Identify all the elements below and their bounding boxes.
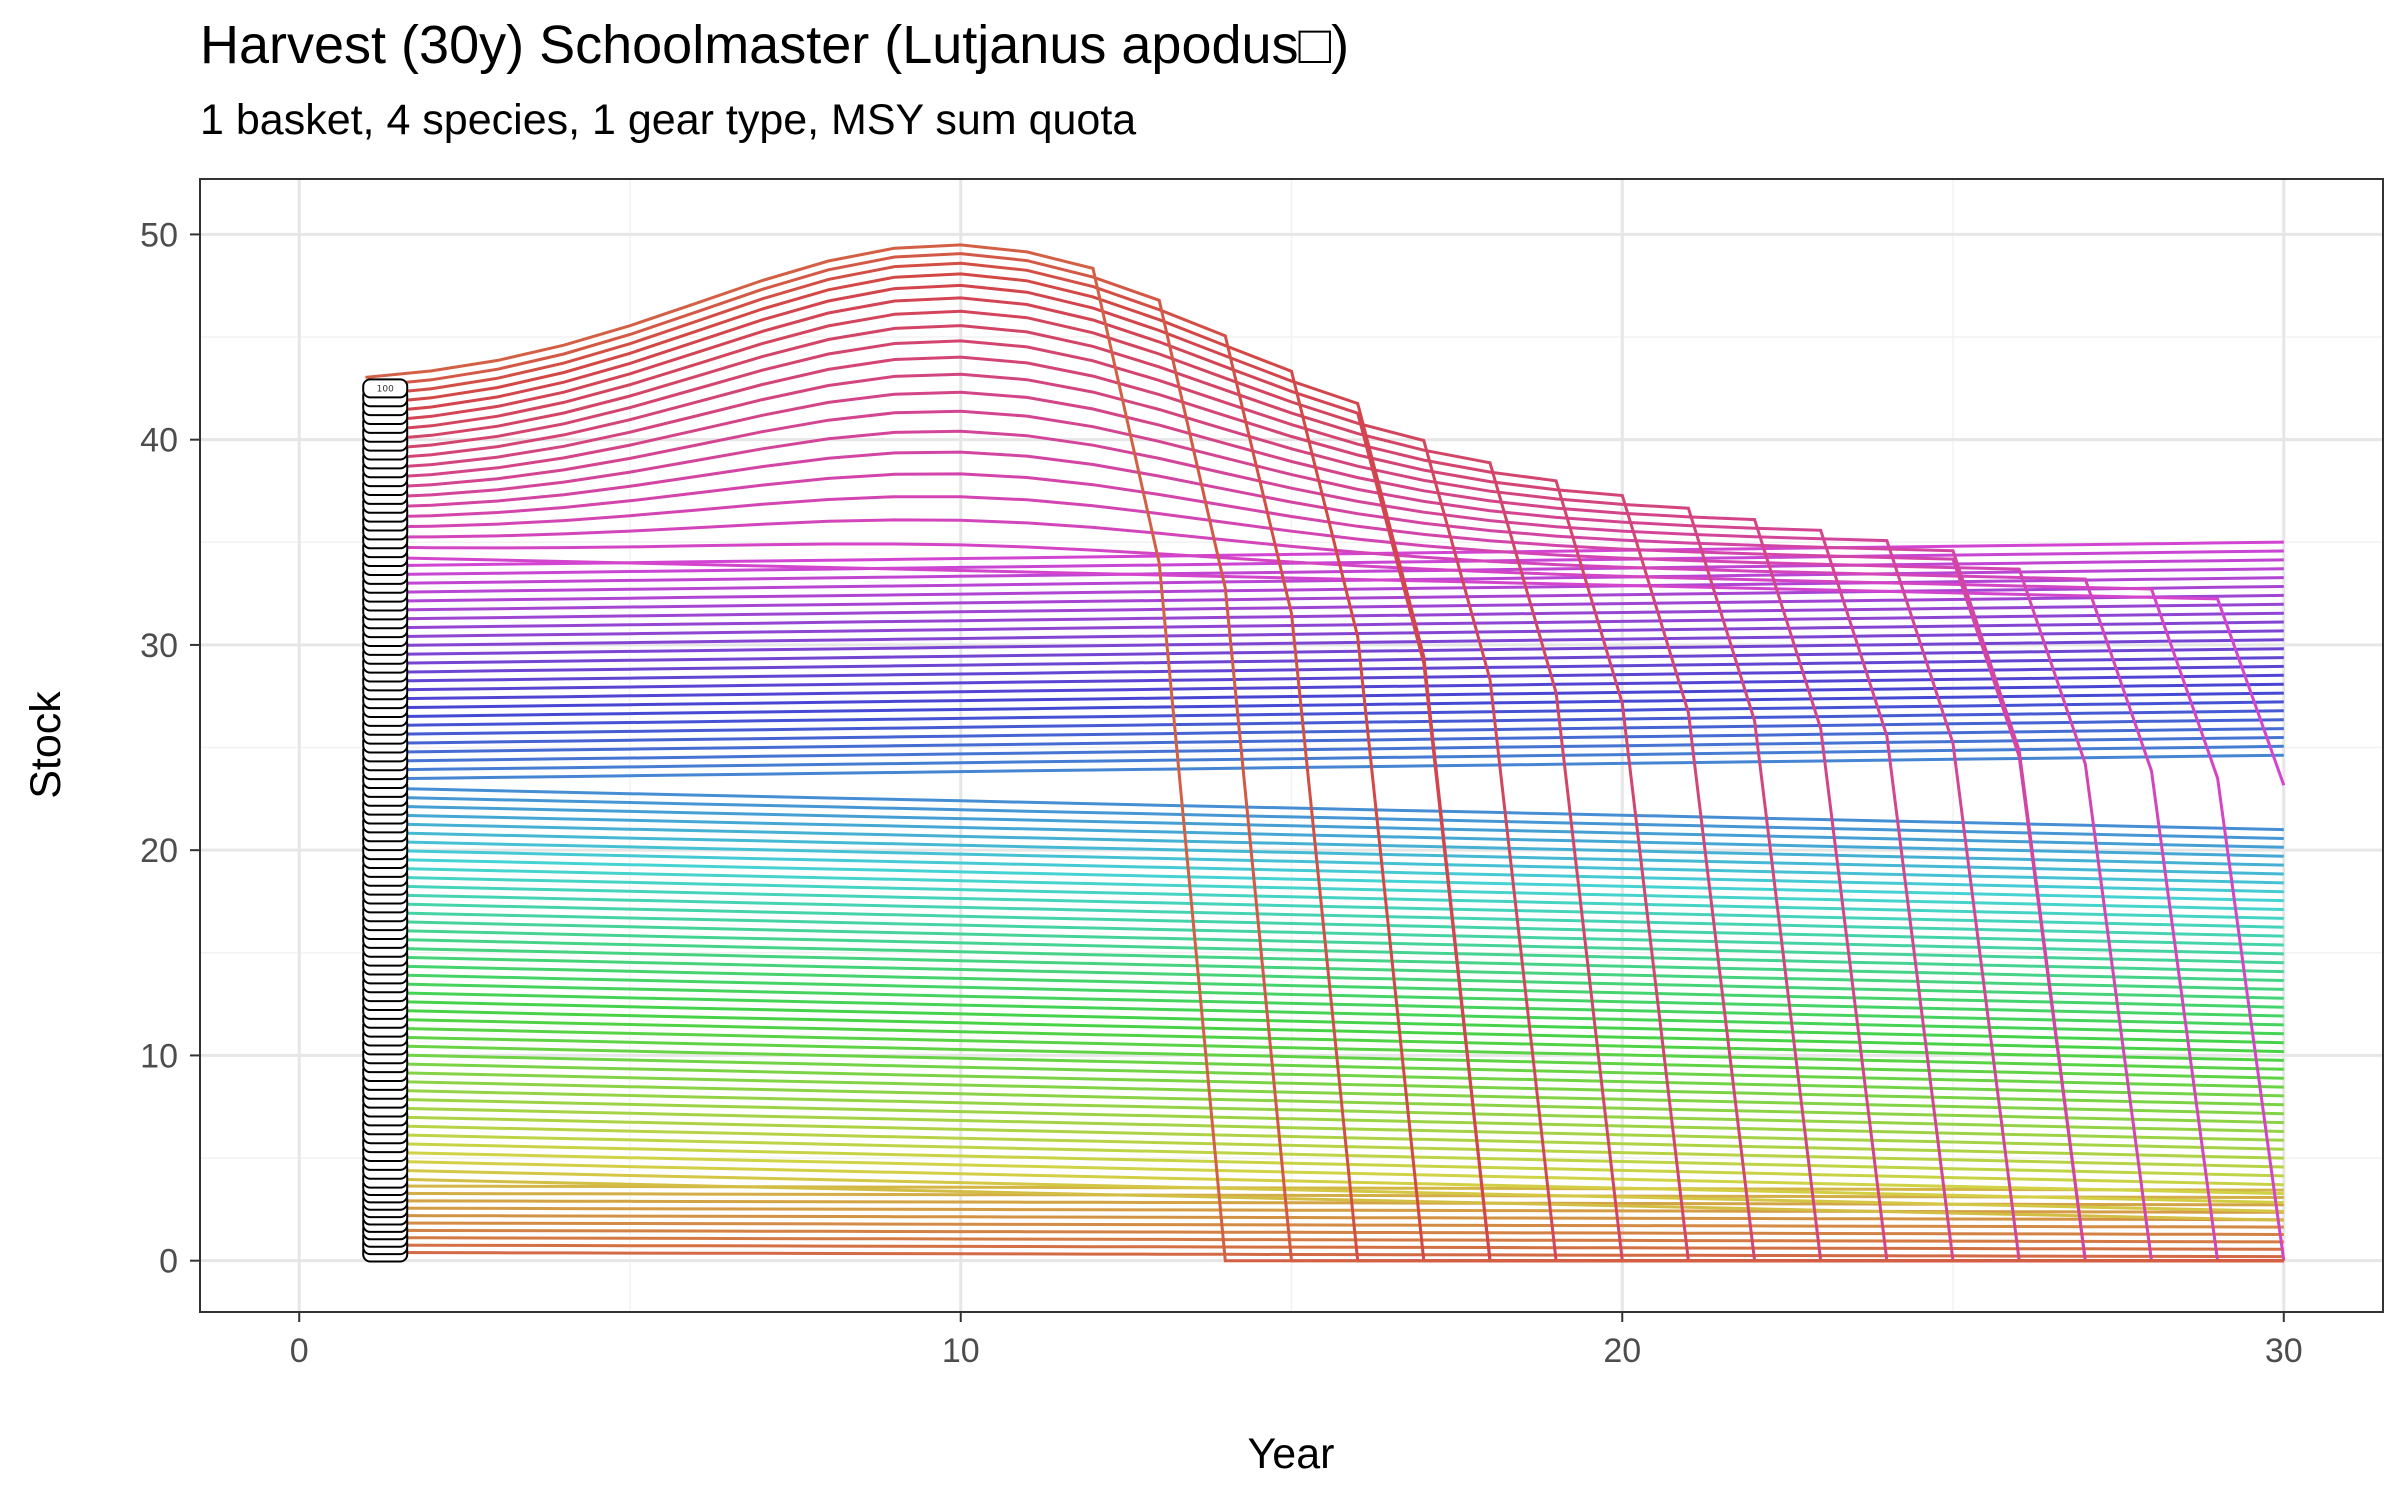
series-line-6 [365, 1214, 2284, 1222]
series-line-30 [365, 1008, 2284, 1054]
y-axis: 0 10 20 30 40 50 [140, 216, 200, 1281]
x-axis-title: Year [1248, 1430, 1335, 1478]
series-line-71 [365, 620, 2284, 648]
series-line-18 [365, 1114, 2284, 1160]
series-line-32 [365, 990, 2284, 1036]
series-line-48 [365, 848, 2284, 894]
series-line-78 [365, 558, 2284, 586]
y-tick-label: 40 [140, 422, 178, 460]
x-tick-label: 30 [2265, 1332, 2303, 1370]
series-labels: 100 [362, 378, 409, 1263]
series-line-15 [365, 1141, 2284, 1187]
series-line-7 [365, 1206, 2284, 1214]
series-line-62 [365, 700, 2284, 728]
x-tick-label: 10 [942, 1332, 980, 1370]
series-line-61 [365, 709, 2284, 737]
series-line-29 [365, 1017, 2284, 1062]
series-line-14 [365, 1150, 2284, 1196]
series-line-54 [365, 795, 2284, 840]
y-tick-label: 0 [159, 1243, 178, 1281]
series-line-44 [365, 884, 2284, 929]
series-line-55 [365, 786, 2284, 832]
series-line-73 [365, 602, 2284, 630]
series-line-21 [365, 1088, 2284, 1133]
series-line-11 [365, 1177, 2284, 1222]
y-tick-label: 10 [140, 1037, 178, 1075]
series-line-87 [365, 429, 2284, 1263]
series-line-20 [365, 1097, 2284, 1142]
series-line-5 [365, 1221, 2284, 1229]
series-line-31 [365, 999, 2284, 1045]
series-line-53 [365, 804, 2284, 849]
chart-title: Harvest (30y) Schoolmaster (Lutjanus apo… [200, 15, 1350, 75]
y-tick-label: 30 [140, 627, 178, 665]
series-line-66 [365, 664, 2284, 692]
grid-lines [200, 179, 2383, 1312]
series-line-12 [365, 1168, 2284, 1213]
series-line-19 [365, 1106, 2284, 1151]
series-line-67 [365, 656, 2284, 683]
series-line-36 [365, 955, 2284, 1000]
series-line-77 [365, 567, 2284, 595]
series-line-60 [365, 718, 2284, 745]
y-tick-label: 50 [140, 216, 178, 254]
x-tick-label: 20 [1603, 1332, 1641, 1370]
series-line-80 [365, 540, 2284, 568]
series-line-28 [365, 1026, 2284, 1071]
y-tick-label: 20 [140, 832, 178, 870]
series-line-45 [365, 875, 2284, 920]
series-line-56 [365, 753, 2284, 781]
series-label-box [362, 378, 409, 399]
series-line-34 [365, 972, 2284, 1018]
series-line-2 [365, 1243, 2284, 1251]
series-line-49 [365, 839, 2284, 885]
series-line-84 [365, 495, 2284, 1263]
y-axis-title: Stock [22, 691, 70, 799]
series-line-57 [365, 744, 2284, 772]
series-line-58 [365, 736, 2284, 763]
series-line-64 [365, 682, 2284, 710]
series-line-24 [365, 1061, 2284, 1107]
series-line-13 [365, 1159, 2284, 1204]
series-line-4 [365, 1228, 2284, 1236]
series-line-46 [365, 866, 2284, 911]
series-line-16 [365, 1132, 2284, 1178]
series-line-59 [365, 727, 2284, 754]
series-lines [365, 243, 2286, 1263]
series-line-85 [365, 472, 2284, 1263]
x-tick-label: 0 [290, 1332, 309, 1370]
series-line-69 [365, 638, 2284, 666]
plot-panel-border [199, 178, 2384, 1313]
series-line-38 [365, 937, 2284, 982]
chart-subtitle: 1 basket, 4 species, 1 gear type, MSY su… [200, 96, 1137, 144]
series-line-27 [365, 1035, 2284, 1080]
series-line-26 [365, 1043, 2284, 1089]
series-line-1 [365, 1251, 2284, 1259]
series-line-68 [365, 647, 2284, 674]
series-line-74 [365, 593, 2284, 621]
series-line-100 [365, 243, 2284, 1263]
series-line-63 [365, 691, 2284, 719]
series-line-35 [365, 964, 2284, 1009]
series-line-33 [365, 981, 2284, 1027]
series-line-25 [365, 1052, 2284, 1098]
series-line-23 [365, 1070, 2284, 1116]
series-line-52 [365, 813, 2284, 858]
series-line-50 [365, 830, 2284, 876]
series-line-65 [365, 673, 2284, 701]
series-line-17 [365, 1123, 2284, 1169]
series-line-72 [365, 611, 2284, 639]
series-line-22 [365, 1079, 2284, 1125]
series-line-37 [365, 946, 2284, 991]
series-line-43 [365, 893, 2284, 938]
series-line-51 [365, 821, 2284, 867]
series-line-70 [365, 629, 2284, 657]
series-label-text: 100 [377, 384, 394, 394]
x-axis: 0 10 20 30 [290, 1312, 2303, 1370]
series-line-47 [365, 857, 2284, 903]
series-line-83 [365, 518, 2284, 1263]
series-line-3 [365, 1236, 2284, 1244]
